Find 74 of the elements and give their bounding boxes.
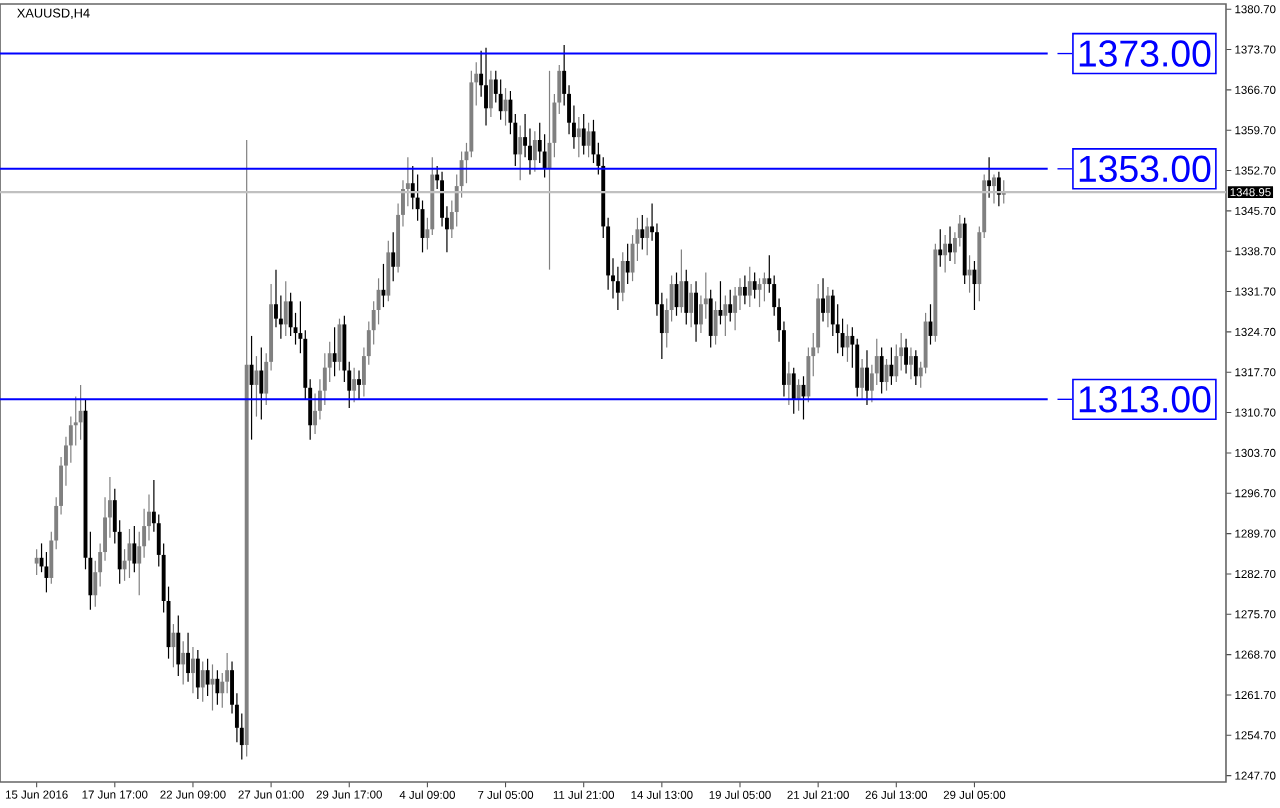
candlestick [625,243,630,285]
candlestick [249,335,254,441]
candlestick [181,640,186,686]
candlestick [581,113,586,155]
candlestick [684,269,689,326]
candlestick [34,548,39,576]
candlestick [615,266,620,311]
candlestick [865,349,869,406]
candlestick [352,367,357,403]
candlestick [860,358,865,400]
candlestick [205,658,210,697]
ref-line-label: 1313.00 [1079,386,1211,413]
candlestick [484,47,488,127]
candlestick [132,525,137,573]
candlestick [259,346,264,421]
candlestick [845,323,850,363]
candlestick [825,286,830,328]
candlestick [747,266,752,308]
candlestick [518,124,523,181]
candlestick [44,551,49,593]
candlestick [288,292,293,337]
candlestick [200,660,205,703]
candlestick [386,240,391,302]
candlestick [913,349,918,386]
ref-line-label: 1373.00 [1079,40,1211,67]
candlestick [938,228,943,268]
candlestick [645,217,650,256]
candlestick [723,294,728,337]
candlestick [752,271,757,300]
candlestick [679,248,684,314]
candlestick [762,271,767,302]
candlestick [176,614,181,677]
candlestick [620,251,625,302]
candlestick [908,346,913,380]
candlestick [195,649,200,700]
candlestick [689,283,694,328]
candlestick [640,214,645,251]
candlestick [821,277,825,323]
candlestick [791,367,796,415]
candlestick [488,70,493,118]
candlestick [796,378,801,412]
candlestick [733,286,738,331]
candlestick [283,280,288,337]
candlestick [78,384,83,441]
candlestick [786,361,791,406]
candlestick [498,78,503,121]
candlestick [586,122,591,158]
candlestick [713,300,718,346]
candlestick [503,87,508,127]
candlestick [357,369,361,400]
ref-line-label: 1353.00 [1079,155,1211,183]
candlestick [879,346,884,395]
candlestick [987,156,992,199]
candlestick [186,632,191,683]
candlestick [992,173,996,204]
candlestick [381,263,386,308]
candlestick [191,646,195,694]
candlestick [576,116,581,158]
candlestick [996,171,1001,207]
candlestick [708,289,713,349]
candlestick [943,234,948,274]
candlestick [254,355,259,418]
candlestick [742,274,747,305]
candlestick [694,280,698,343]
candlestick [391,231,396,282]
candlestick [948,225,952,262]
candlestick [904,338,909,374]
candlestick [532,130,537,173]
candlestick [171,623,176,668]
candlestick [972,260,977,311]
candlestick [215,669,220,706]
candlestick [889,346,894,386]
candlestick [332,326,337,377]
candlestick [728,289,733,323]
